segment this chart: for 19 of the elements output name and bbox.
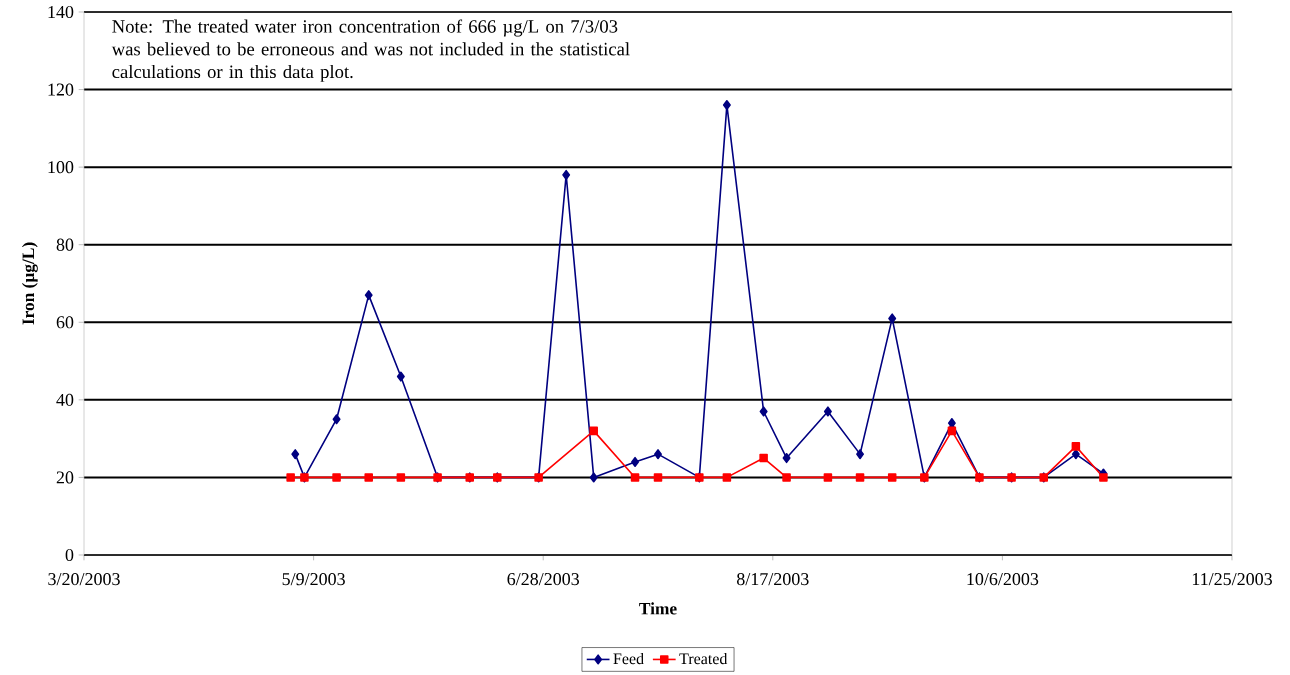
x-tick-label: 6/28/2003 [507,573,580,586]
y-tick-label: 0 [65,548,74,562]
y-tick-label: 40 [56,393,74,406]
x-tick-label: 8/17/2003 [736,573,809,586]
legend-label: Treated [679,652,728,665]
y-tick-label: 80 [56,238,74,251]
x-axis-title: Time [639,602,677,615]
legend-label: Feed [613,652,644,665]
y-tick-label: 100 [48,161,74,174]
annotation: Note: The treated water iron concentration of 666 µg/L on 7/3/03 was believed to be erroneous and was not included in the statistical calculations or in this data plot. [111,19,630,82]
y-tick-label: 120 [48,83,74,96]
y-tick-label: 60 [56,316,74,329]
y-tick-label: 140 [48,5,74,19]
x-tick-label: 10/6/2003 [967,573,1039,586]
x-tick-label: 5/9/2003 [282,573,345,586]
x-tick-label: 11/25/2003 [1192,573,1272,586]
y-axis-title: Iron (µg/L) [21,242,38,325]
y-tick-label: 20 [56,471,74,484]
x-tick-label: 3/20/2003 [48,573,120,586]
